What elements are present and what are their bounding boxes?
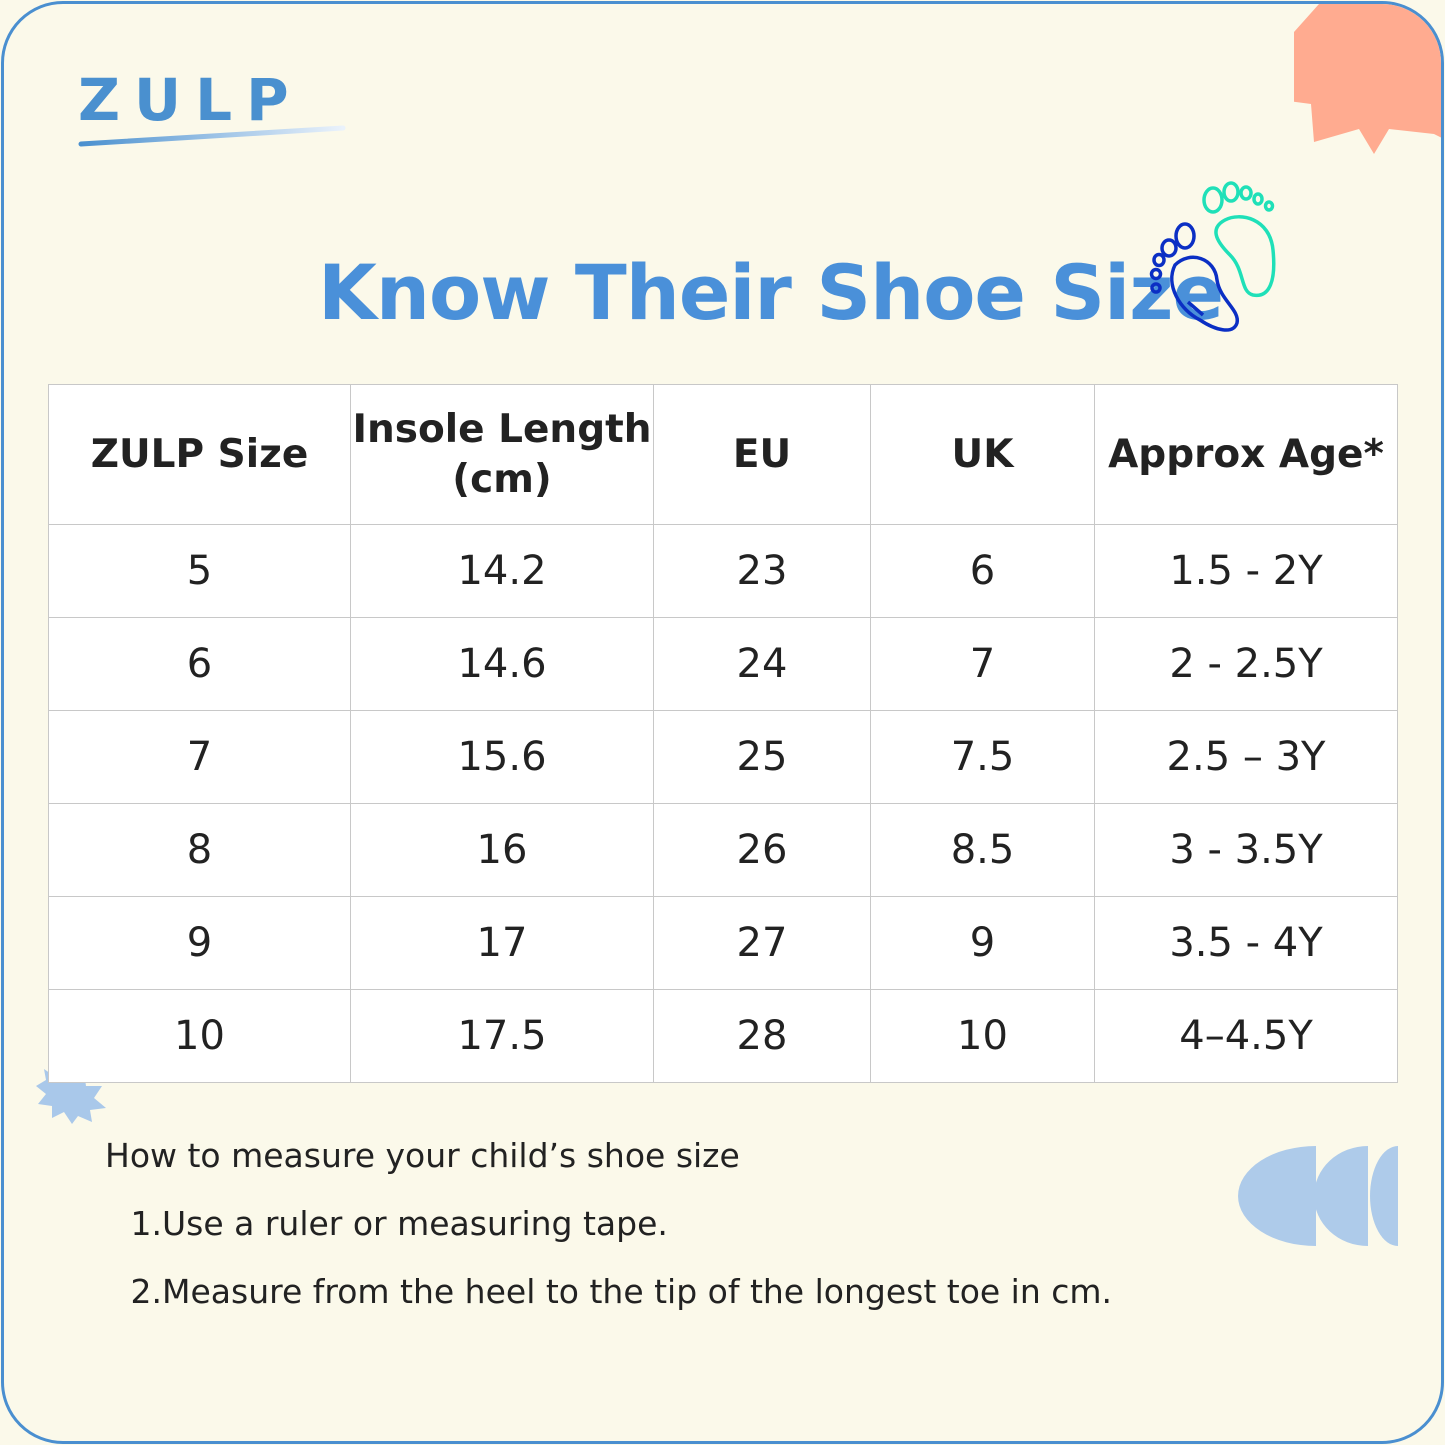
logo-text: ZULP [78,70,303,134]
header-eu: EU [653,384,871,525]
table-row: 9 17 27 9 3.5 - 4Y [48,896,1398,990]
cell-zulp-size: 8 [48,803,351,897]
header-uk: UK [870,384,1095,525]
cell-approx-age: 2 - 2.5Y [1094,617,1398,711]
cell-eu: 26 [653,803,871,897]
cell-approx-age: 3.5 - 4Y [1094,896,1398,990]
cell-eu: 24 [653,617,871,711]
cell-eu: 23 [653,524,871,618]
cell-insole-length: 16 [350,803,654,897]
cell-uk: 7 [870,617,1095,711]
cell-approx-age: 3 - 3.5Y [1094,803,1398,897]
cell-uk: 7.5 [870,710,1095,804]
zulp-logo-icon: ZULP [78,66,346,147]
table-row: 10 17.5 28 10 4–4.5Y [48,989,1398,1083]
cell-eu: 28 [653,989,871,1083]
table-row: 5 14.2 23 6 1.5 - 2Y [48,524,1398,618]
cell-uk: 8.5 [870,803,1095,897]
cell-approx-age: 4–4.5Y [1094,989,1398,1083]
cell-zulp-size: 7 [48,710,351,804]
zulp-logo: ZULP [78,66,353,154]
cell-uk: 10 [870,989,1095,1083]
step-number: 1. [130,1204,163,1243]
cell-uk: 9 [870,896,1095,990]
cell-insole-length: 14.2 [350,524,654,618]
table-row: 7 15.6 25 7.5 2.5 – 3Y [48,710,1398,804]
cell-insole-length: 17.5 [350,989,654,1083]
instruction-step: 1.Use a ruler or measuring tape. [128,1204,668,1243]
table-row: 8 16 26 8.5 3 - 3.5Y [48,803,1398,897]
header-zulp-size: ZULP Size [48,384,351,525]
table-row: 6 14.6 24 7 2 - 2.5Y [48,617,1398,711]
step-text: Measure from the heel to the tip of the … [162,1272,1113,1311]
cell-uk: 6 [870,524,1095,618]
instructions-heading: How to measure your child’s shoe size [105,1136,740,1175]
cell-zulp-size: 10 [48,989,351,1083]
page-title: Know Their Shoe Size [318,248,1224,337]
instruction-step: 2.Measure from the heel to the tip of th… [128,1272,1113,1311]
cell-zulp-size: 9 [48,896,351,990]
sun-decoration-icon [1294,4,1441,154]
cell-approx-age: 1.5 - 2Y [1094,524,1398,618]
cell-eu: 27 [653,896,871,990]
cell-insole-length: 15.6 [350,710,654,804]
cell-insole-length: 17 [350,896,654,990]
cell-approx-age: 2.5 – 3Y [1094,710,1398,804]
baby-feet-icon [1149,181,1276,332]
header-insole-line2: (cm) [452,456,552,502]
size-chart-table: ZULP Size Insole Length (cm) EU UK Approx… [48,384,1398,1083]
cell-insole-length: 14.6 [350,617,654,711]
cell-zulp-size: 6 [48,617,351,711]
header-approx-age: Approx Age* [1094,384,1398,525]
step-number: 2. [130,1272,163,1311]
step-text: Use a ruler or measuring tape. [162,1204,668,1243]
cell-eu: 25 [653,710,871,804]
table-header-row: ZULP Size Insole Length (cm) EU UK Approx… [48,384,1398,525]
header-insole-line1: Insole Length [352,406,652,452]
cell-zulp-size: 5 [48,524,351,618]
header-insole-length: Insole Length (cm) [350,384,654,525]
half-circles-decoration-icon [1238,1146,1398,1246]
